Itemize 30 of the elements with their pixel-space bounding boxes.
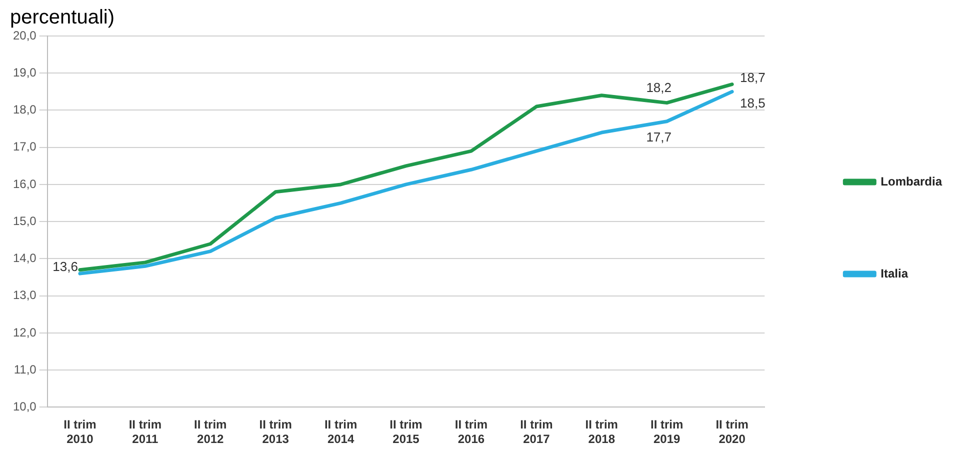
x-tick-label: II trim 2017 <box>520 418 553 446</box>
y-tick-label: 18,0 <box>12 102 37 117</box>
legend-label: Lombardia <box>880 174 942 188</box>
y-tick-label: 15,0 <box>12 214 37 228</box>
x-tick-label: II trim 2013 <box>259 418 292 446</box>
y-tick-label: 16,0 <box>12 176 37 191</box>
y-tick-label: 19,0 <box>12 65 37 80</box>
data-label: 17,7 <box>646 129 672 144</box>
y-tick-label: 10,0 <box>12 400 37 414</box>
y-tick-label: 13,0 <box>12 288 37 302</box>
x-tick-label: II trim 2019 <box>650 418 684 446</box>
x-tick-label: II trim 2010 <box>64 418 96 446</box>
x-tick-label: II trim 2015 <box>390 418 422 446</box>
data-label: 18,2 <box>646 80 672 95</box>
x-tick-label: II trim 2012 <box>194 418 227 446</box>
x-tick-label: II trim 2016 <box>454 418 488 446</box>
y-tick-label: 11,0 <box>14 362 37 376</box>
y-tick-label: 12,0 <box>12 325 37 340</box>
legend-label: Italia <box>880 266 908 280</box>
data-label: 13,6 <box>52 259 78 274</box>
x-tick-label: II trim 2020 <box>716 418 748 446</box>
data-label: 18,5 <box>740 95 766 110</box>
y-tick-label: 17,0 <box>12 140 37 154</box>
x-tick-label: II trim 2011 <box>128 418 162 446</box>
data-label: 18,7 <box>740 70 766 85</box>
y-tick-label: 14,0 <box>12 251 37 266</box>
y-tick-label: 20,0 <box>12 28 37 42</box>
chart-title: percentuali) <box>10 6 115 29</box>
x-tick-label: II trim 2018 <box>585 418 618 446</box>
x-tick-label: II trim 2014 <box>324 418 358 446</box>
